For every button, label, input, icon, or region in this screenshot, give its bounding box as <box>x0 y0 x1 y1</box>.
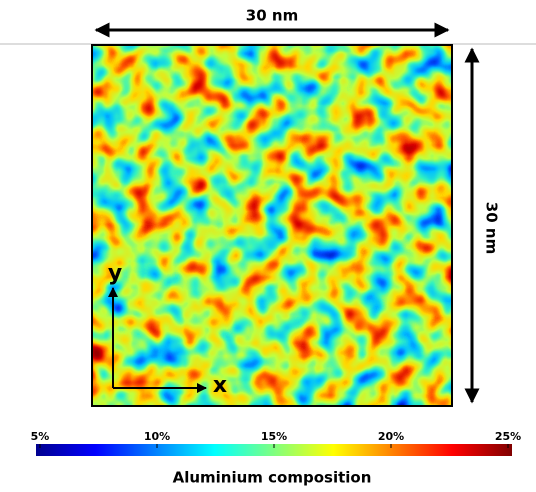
colorbar-ticks: 5% 10% 15% 20% 25% <box>31 430 521 448</box>
colorbar-title: Aluminium composition <box>173 469 372 487</box>
composition-map <box>92 45 452 406</box>
colorbar-tick-label: 25% <box>495 430 521 443</box>
colorbar-tick-label: 10% <box>144 430 170 443</box>
colorbar-tick-label: 15% <box>261 430 287 443</box>
colorbar-tick-label: 20% <box>378 430 404 443</box>
width-label: 30 nm <box>246 7 298 25</box>
colorbar-tick-label: 5% <box>31 430 50 443</box>
map-frame <box>91 44 453 407</box>
y-axis-label: y <box>108 261 122 286</box>
height-label: 30 nm <box>483 202 501 254</box>
x-axis-label: x <box>213 373 227 398</box>
colorbar <box>36 444 512 456</box>
